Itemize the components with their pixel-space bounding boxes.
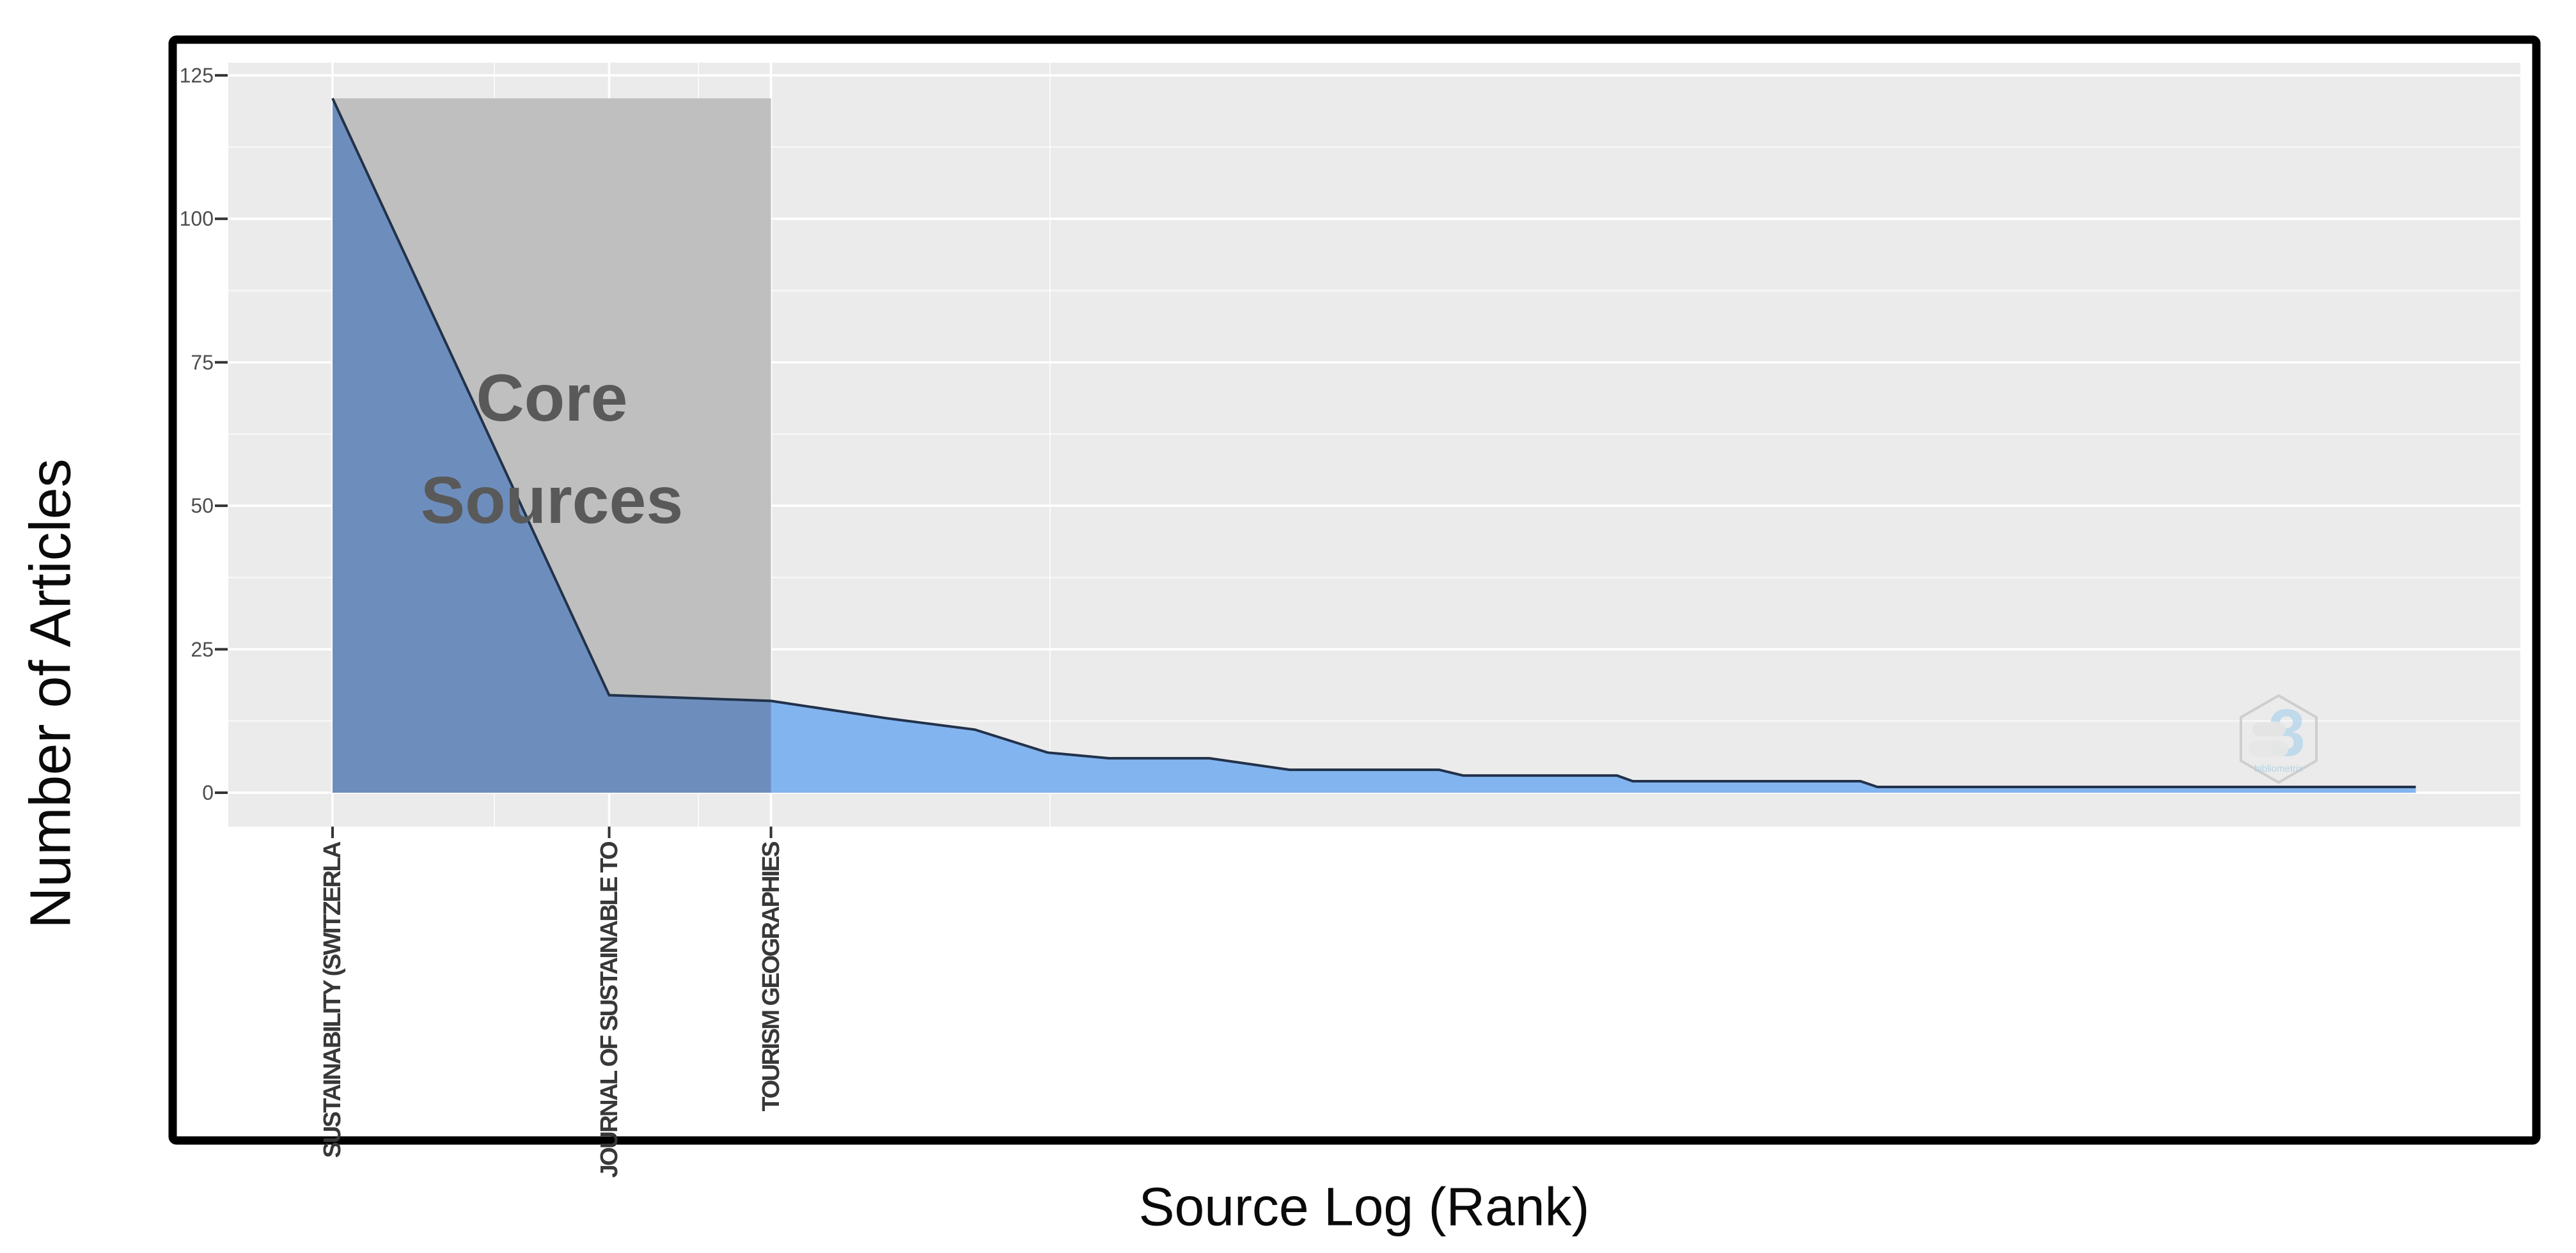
logo-caption: bibliometrix [2254,763,2303,774]
hexagon-icon [2240,694,2318,784]
plot-outer-border [168,35,2541,1145]
article-curve-line [331,97,2416,788]
article-area-core-zone [333,98,771,793]
logo-pill-icon [2252,722,2286,736]
logo-pill-icon [2249,740,2288,757]
article-area-tail [771,701,2416,793]
biblioshiny-logo-watermark: 3 bibliometrix [2240,694,2318,784]
axis-tick-marks [215,74,773,838]
